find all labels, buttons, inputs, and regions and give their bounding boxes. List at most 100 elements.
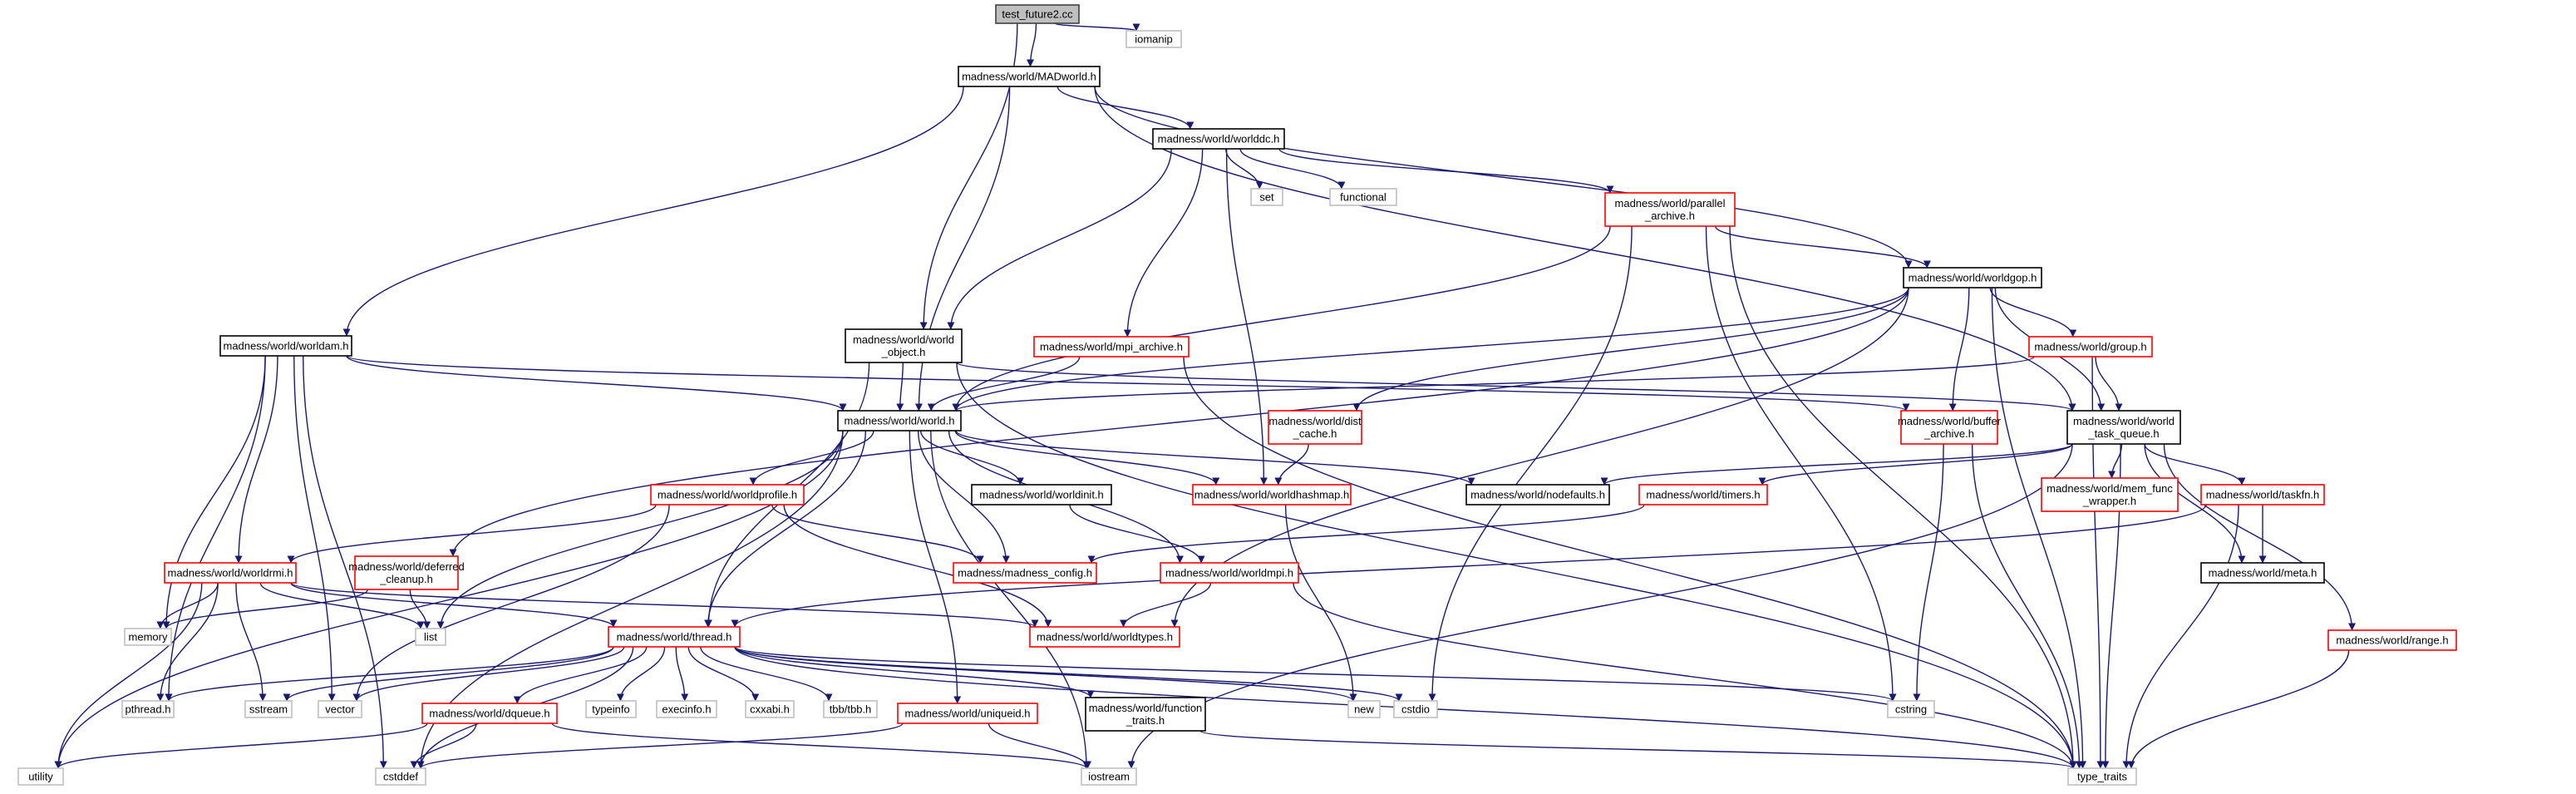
edge-line	[930, 430, 1091, 769]
edge-line	[303, 355, 387, 769]
node-buffer[interactable]: madness/world/buffer_archive.h	[1898, 410, 2002, 445]
node-world[interactable]: madness/world/world.h	[837, 410, 962, 432]
edge-line	[1352, 287, 1909, 412]
edge-line	[410, 722, 477, 769]
edge-worldgop-to-buffer	[1948, 287, 1970, 412]
node-box	[1347, 700, 1381, 718]
node-worldinit[interactable]: madness/world/worldinit.h	[971, 484, 1112, 505]
node-box	[318, 700, 362, 718]
node-madworld[interactable]: madness/world/MADworld.h	[958, 66, 1101, 87]
edge-mpiarch-to-typetraits	[1183, 356, 2077, 769]
node-box	[219, 335, 352, 357]
node-mpiarch[interactable]: madness/world/mpi_archive.h	[1033, 336, 1189, 358]
edge-parallel-to-worldgop	[1714, 225, 1931, 269]
edge-line	[54, 582, 203, 769]
node-label: madness/world/function	[1089, 702, 1203, 714]
edge-line	[952, 225, 1611, 412]
edge-line	[352, 504, 670, 702]
node-range[interactable]: madness/world/range.h	[2327, 629, 2457, 651]
edge-buffer-to-cstring	[1913, 443, 1944, 702]
edge-uniqueid-to-iostream	[988, 722, 1091, 769]
node-worldgop[interactable]: madness/world/worldgop.h	[1903, 267, 2042, 289]
node-worldmpi[interactable]: madness/world/worldmpi.h	[1160, 562, 1299, 584]
node-distcache[interactable]: madness/world/dist_cache.h	[1268, 410, 1362, 445]
node-label: madness/world/timers.h	[1646, 489, 1760, 501]
edge-line	[1199, 730, 2077, 769]
edge-worldam-to-vector	[293, 355, 336, 702]
node-config[interactable]: madness/madness_config.h	[953, 562, 1097, 584]
node-deferred[interactable]: madness/world/deferred_cleanup.h	[348, 555, 465, 590]
edge-worldrmi-to-memory	[156, 582, 219, 629]
edge-worldrmi-to-pthread	[156, 582, 219, 702]
edge-line	[1278, 148, 1614, 194]
edge-line	[352, 646, 625, 702]
node-group[interactable]: madness/world/group.h	[2028, 336, 2153, 358]
node-dqueue[interactable]: madness/world/dqueue.h	[421, 703, 558, 724]
edge-worldam-to-cstddef	[303, 355, 387, 769]
node-meta[interactable]: madness/world/meta.h	[2200, 562, 2325, 584]
node-parallel[interactable]: madness/world/parallel_archive.h	[1604, 192, 1736, 227]
edge-line	[927, 356, 1081, 412]
edge-wtq-to-range	[2163, 443, 2357, 631]
node-cstddef: cstddef	[375, 767, 426, 786]
edge-thread-to-cstdio	[734, 646, 1403, 702]
node-box	[995, 4, 1080, 24]
edge-world-to-iostream	[930, 430, 1091, 769]
node-label: _wrapper.h	[2082, 495, 2136, 507]
node-worldam[interactable]: madness/world/worldam.h	[219, 335, 352, 357]
edge-wtq-to-nodefaults	[1600, 443, 2073, 486]
node-label: type_traits	[2077, 771, 2127, 783]
node-box	[2200, 484, 2325, 505]
edge-line	[956, 362, 2077, 769]
node-uniqueid[interactable]: madness/world/uniqueid.h	[897, 703, 1038, 724]
edge-thread-to-vector	[352, 646, 625, 702]
node-memfunc[interactable]: madness/world/mem_func_wrapper.h	[2041, 477, 2179, 512]
node-box	[1033, 336, 1189, 358]
edge-thread-to-execinfo	[675, 646, 689, 702]
node-worldprofile[interactable]: madness/world/worldprofile.h	[650, 484, 805, 505]
node-label: madness/world/dist	[1268, 415, 1362, 427]
edge-worldprofile-to-vector	[352, 504, 670, 702]
node-label: utility	[28, 771, 53, 783]
node-box	[1250, 188, 1283, 206]
edge-line	[342, 86, 964, 337]
edge-line	[700, 646, 833, 702]
node-worldrmi[interactable]: madness/world/worldrmi.h	[164, 562, 297, 584]
node-box	[650, 484, 805, 505]
node-tbb: tbb/tbb.h	[823, 700, 878, 718]
node-root[interactable]: test_future2.cc	[995, 4, 1080, 24]
node-box	[415, 628, 446, 646]
edge-line	[704, 430, 867, 628]
node-hashmap[interactable]: madness/world/worldhashmap.h	[1192, 484, 1352, 505]
node-worldtypes[interactable]: madness/world/worldtypes.h	[1029, 626, 1180, 648]
edge-line	[2095, 356, 2123, 412]
edge-line	[290, 582, 618, 628]
node-taskfn[interactable]: madness/world/taskfn.h	[2200, 484, 2325, 505]
node-worldobj[interactable]: madness/world/world_object.h	[845, 328, 963, 363]
node-box	[837, 410, 962, 432]
node-box	[585, 700, 637, 718]
node-label: madness/world/dqueue.h	[429, 708, 549, 720]
node-box	[953, 562, 1097, 584]
node-box	[1085, 697, 1206, 732]
edge-line	[616, 646, 666, 702]
edge-line	[1284, 504, 1357, 702]
edge-thread-to-dqueue	[513, 646, 648, 704]
edge-madworld-to-worldam	[342, 86, 964, 337]
node-wtq[interactable]: madness/world/world_task_queue.h	[2066, 410, 2181, 445]
node-list: list	[415, 628, 446, 646]
edge-line	[1428, 225, 1633, 702]
node-box	[745, 700, 795, 718]
edge-line	[165, 646, 614, 702]
node-thread[interactable]: madness/world/thread.h	[608, 626, 741, 648]
edge-line	[1274, 443, 1309, 486]
node-typetraits: type_traits	[2067, 767, 2137, 786]
node-cstring: cstring	[1887, 700, 1935, 718]
edge-line	[952, 356, 2035, 412]
node-timers[interactable]: madness/world/timers.h	[1638, 484, 1768, 505]
node-nodefaults[interactable]: madness/world/nodefaults.h	[1465, 484, 1610, 505]
edge-line	[283, 646, 614, 702]
node-worlddc[interactable]: madness/world/worlddc.h	[1152, 128, 1285, 150]
node-functraits[interactable]: madness/world/function_traits.h	[1085, 697, 1206, 732]
